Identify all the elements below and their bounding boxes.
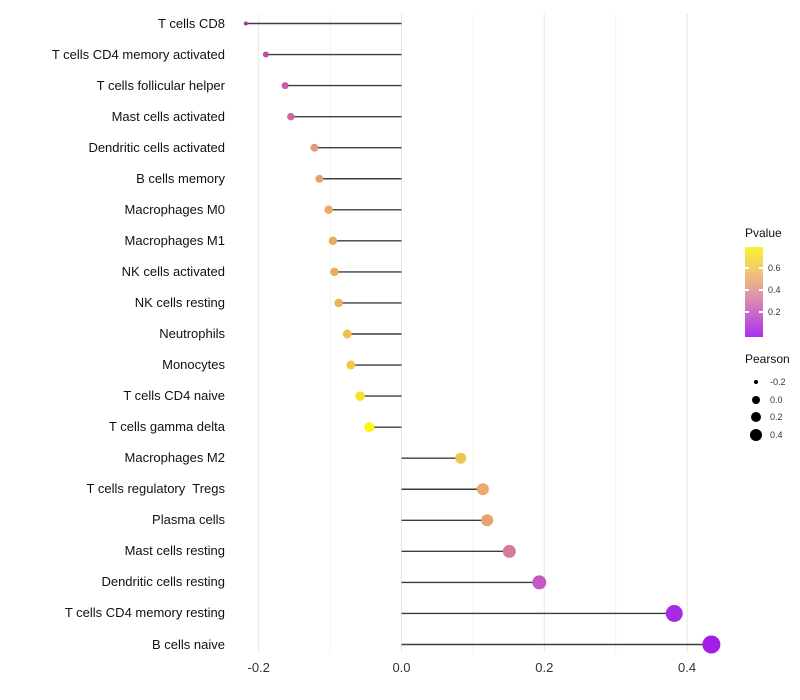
lollipop-dot [346,360,356,370]
pvalue-bar-tick [745,311,749,313]
pvalue-legend-title: Pvalue [745,226,782,240]
pvalue-bar-tick-label: 0.2 [768,307,781,317]
pearson-legend-item-label: 0.2 [770,412,783,422]
pearson-legend-title: Pearson [745,352,790,366]
lollipop-dot [281,82,289,90]
pearson-legend-dot [754,380,758,384]
x-axis-tick-label: -0.2 [247,660,270,675]
lollipop-dot [364,422,375,433]
y-axis-label: Dendritic cells activated [88,139,225,155]
pvalue-gradient-bar: 0.6 0.4 0.2 [745,247,781,337]
y-axis-label: NK cells resting [134,294,225,310]
lollipop-dot [334,298,343,308]
lollipop-dot [243,21,248,26]
pearson-legend: Pearson -0.2 0.0 0.2 0.4 [745,352,800,463]
lollipop-dot [324,205,333,215]
pvalue-legend: Pvalue 0.6 0.4 0.2 [745,226,800,337]
y-axis-label: Mast cells resting [124,543,225,559]
y-axis-label: T cells CD4 memory resting [64,605,225,621]
x-axis-tick-label: 0.2 [535,660,554,675]
pearson-legend-item-label: -0.2 [770,377,786,387]
y-axis-label: Macrophages M0 [124,201,225,217]
x-axis-tick-label: 0.0 [392,660,411,675]
lollipop-dot [310,143,319,152]
lollipop-dot [315,174,324,183]
y-axis-label: NK cells activated [121,263,225,279]
lollipop-dot [287,112,295,121]
pearson-legend-item: 0.0 [745,391,783,409]
lollipop-dot [455,452,467,464]
pearson-legend-dot-cell [745,428,767,441]
lollipop-dot [502,544,516,558]
pvalue-bar-tick [745,289,749,291]
pearson-legend-dot [750,428,762,441]
pvalue-bar-tick [759,267,763,269]
pearson-legend-item: 0.2 [745,408,783,426]
y-axis-label: Dendritic cells resting [101,574,225,590]
pvalue-bar-tick-label: 0.6 [768,263,781,273]
pearson-legend-items: -0.2 0.0 0.2 0.4 [745,373,800,463]
pearson-legend-dot [751,412,761,422]
lollipop-dot [702,635,721,654]
x-axis-tick-label: 0.4 [678,660,697,675]
lollipop-dot [665,604,683,622]
y-axis-label: B cells naive [152,636,225,652]
y-axis-label: T cells CD8 [158,15,225,31]
y-axis-label: T cells follicular helper [96,77,225,93]
pearson-legend-dot-cell [745,380,767,384]
pearson-legend-dot-cell [745,412,767,422]
y-axis-label: Plasma cells [152,512,225,528]
lollipop-dot [342,329,352,339]
pvalue-bar-tick-label: 0.4 [768,285,781,295]
y-axis-label: T cells gamma delta [108,419,225,435]
y-axis-label: T cells CD4 memory activated [51,46,225,62]
y-axis-label: Macrophages M2 [124,450,225,466]
y-axis-label: Monocytes [162,357,225,373]
y-axis-label: Neutrophils [159,326,225,341]
lollipop-dot [262,51,269,58]
pearson-legend-item: 0.4 [745,426,783,444]
y-axis-label: B cells memory [136,170,225,186]
y-axis-label: T cells CD4 naive [123,388,225,404]
lollipop-dot [330,267,339,277]
pvalue-bar-tick [759,311,763,313]
y-axis-label: T cells regulatory Tregs [86,481,225,497]
lollipop-dot [328,236,338,246]
lollipop-dot [532,575,547,590]
pvalue-bar-tick [759,289,763,291]
pvalue-bar-tick [745,267,749,269]
lollipop-dot [481,514,494,527]
pearson-legend-item-label: 0.0 [770,394,783,405]
y-axis-label: Macrophages M1 [124,232,225,248]
lollipop-dot [355,391,365,401]
y-axis-label: Mast cells activated [111,108,225,124]
pearson-legend-item-label: 0.4 [770,429,783,440]
pearson-legend-item: -0.2 [745,373,786,391]
lollipop-dot [476,483,489,496]
pearson-legend-dot [752,395,760,404]
pearson-legend-dot-cell [745,395,767,404]
